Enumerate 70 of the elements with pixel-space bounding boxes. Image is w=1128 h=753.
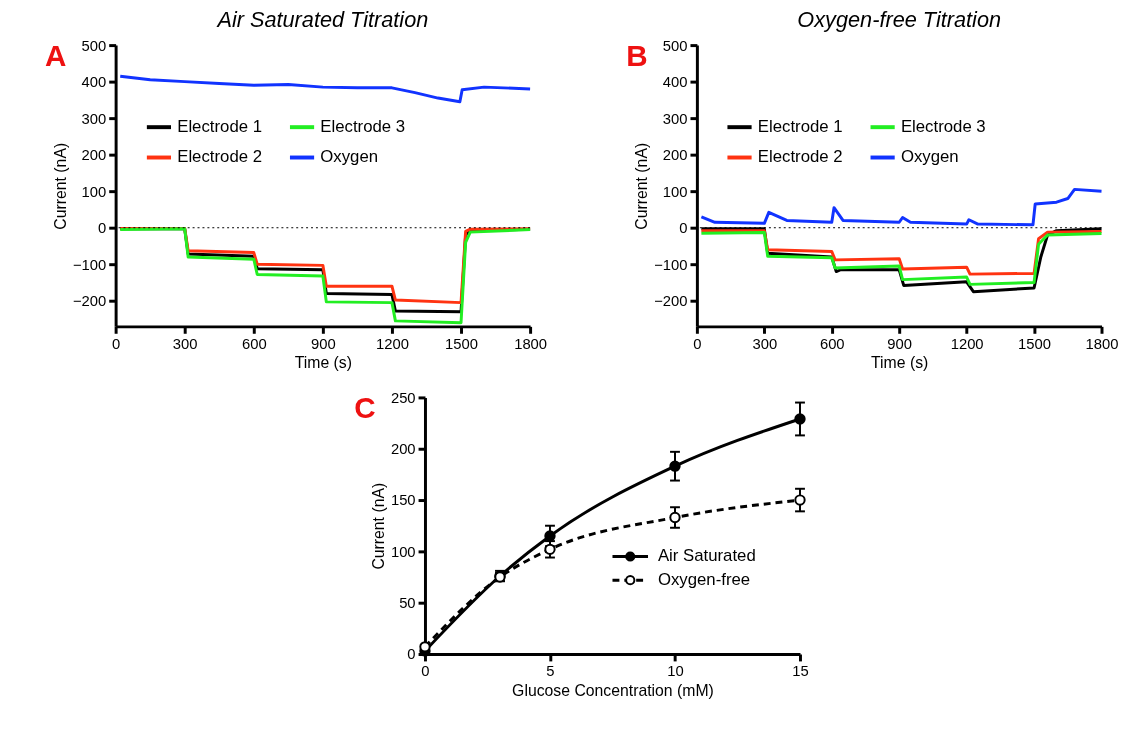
y-tick-label: −200	[72, 293, 107, 310]
y-tick-label: 250	[390, 389, 416, 406]
x-tick-label: 0	[693, 335, 702, 352]
x-tick-label: 1200	[375, 335, 409, 352]
x-tick-label: 0	[112, 335, 121, 352]
chart-title: Oxygen-free Titration	[797, 7, 1002, 33]
text: B	[626, 38, 648, 72]
legend-label: Air Saturated	[657, 546, 756, 566]
x-tick-label: 300	[172, 335, 198, 352]
x-axis-title: Glucose Concentration (mM)	[512, 681, 714, 699]
x-tick-label: 1500	[445, 335, 478, 352]
point	[544, 530, 556, 542]
x-axis-title: Time (s)	[294, 354, 352, 372]
y-tick-label: −200	[654, 293, 688, 310]
y-tick-label: 0	[407, 646, 416, 663]
x-tick-label: 900	[311, 335, 336, 352]
y-axis-title: Current (nA)	[51, 142, 69, 230]
x-tick-label: 1200	[950, 335, 984, 352]
x-tick-label: 0	[421, 663, 430, 680]
y-tick-label: 0	[98, 220, 107, 237]
y-tick-label: −100	[72, 256, 107, 273]
y-tick-label: 0	[679, 220, 688, 237]
legend-label: Electrode 2	[177, 147, 263, 167]
legend-label: Electrode 1	[757, 117, 843, 137]
y-tick-label: 300	[81, 110, 107, 127]
y-tick-label: 150	[390, 492, 416, 509]
line-series	[118, 74, 532, 104]
x-tick-label: 1500	[1018, 335, 1052, 352]
legend-label: Electrode 3	[320, 117, 406, 137]
y-tick-label: 300	[662, 110, 688, 127]
y-tick-label: 400	[81, 74, 107, 91]
x-tick-label: 10	[667, 663, 684, 680]
legend-label: Electrode 3	[900, 117, 986, 137]
x-tick-label: 5	[546, 663, 555, 680]
y-tick-label: 500	[81, 37, 107, 54]
y-tick-label: 100	[390, 543, 416, 560]
x-tick-label: 300	[752, 335, 778, 352]
chart-title: Air Saturated Titration	[215, 7, 429, 33]
line-series	[699, 187, 1103, 227]
x-axis-title: Time (s)	[871, 354, 929, 372]
point	[794, 494, 806, 506]
y-tick-label: 200	[81, 147, 107, 164]
x-tick-label: 1800	[514, 335, 548, 352]
legend-label: Electrode 2	[757, 147, 843, 167]
y-axis-title: Current (nA)	[633, 142, 651, 230]
x-tick-label: 600	[241, 335, 267, 352]
legend-label: Oxygen	[900, 147, 959, 167]
y-tick-label: −100	[654, 256, 688, 273]
y-tick-label: 200	[662, 147, 688, 164]
text: A	[44, 38, 67, 72]
point	[544, 543, 556, 555]
legend-label: Oxygen	[320, 147, 379, 167]
point	[669, 511, 681, 524]
x-tick-label: 600	[819, 335, 845, 352]
y-tick-label: 50	[399, 595, 416, 612]
text: C	[354, 391, 376, 425]
y-axis-title: Current (nA)	[370, 482, 387, 570]
point	[669, 460, 681, 472]
x-tick-label: 900	[887, 335, 913, 352]
legend-label: Electrode 1	[177, 117, 263, 137]
point	[794, 413, 806, 425]
y-tick-label: 500	[662, 37, 688, 54]
line-series	[699, 231, 1103, 286]
y-tick-label: 200	[390, 441, 416, 458]
x-tick-label: 1800	[1085, 335, 1119, 352]
x-tick-label: 15	[792, 663, 809, 680]
y-tick-label: 100	[81, 183, 107, 200]
y-tick-label: 400	[662, 74, 688, 91]
y-tick-label: 100	[662, 183, 688, 200]
legend-label: Oxygen-free	[657, 570, 751, 590]
